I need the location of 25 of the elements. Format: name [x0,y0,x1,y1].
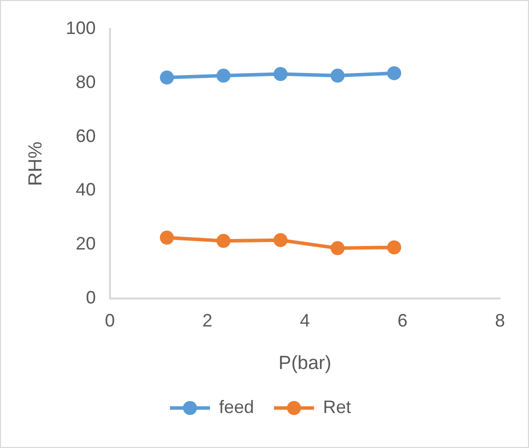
point [216,68,230,83]
y-tick-label: 0 [86,288,96,308]
x-tick-label: 8 [494,310,506,330]
point [274,233,288,248]
y-tick-label: 20 [76,234,96,254]
x-tick-label: 0 [104,310,115,330]
point [330,241,345,256]
y-tick-label: 60 [76,126,96,146]
x-axis-title: P(bar) [278,352,332,374]
point [160,230,174,245]
y-tick-label: 80 [76,72,96,92]
x-tick-label: 6 [397,310,408,330]
y-tick-label: 100 [66,18,96,38]
point [387,66,402,80]
legend-label: Ret [323,396,352,417]
x-tick-label: 4 [300,310,310,330]
y-tick-label: 40 [76,180,96,200]
point [216,234,230,248]
legend-label: feed [218,396,254,417]
point [330,68,345,83]
y-axis-title: RH% [26,142,47,186]
point [274,67,288,82]
x-tick-label: 2 [202,310,212,330]
point [160,70,174,85]
point [387,240,402,254]
